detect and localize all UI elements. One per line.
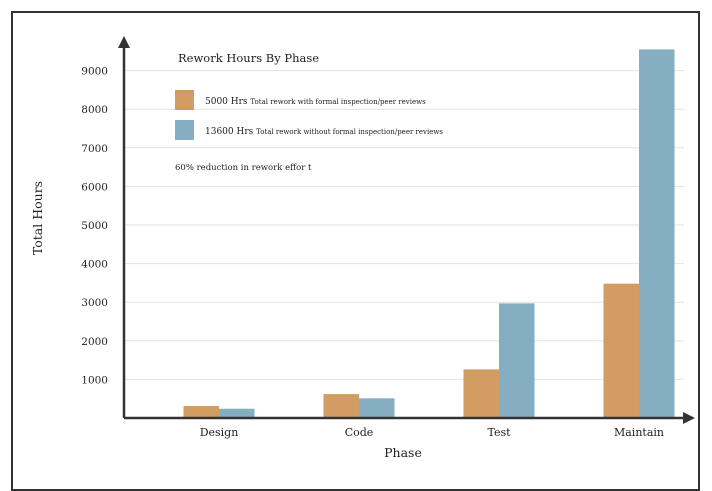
- legend-total-with-reviews: 5000 Hrs: [205, 97, 248, 107]
- grid-lines: [124, 70, 684, 380]
- y-tick-label: 9000: [81, 66, 108, 78]
- reduction-annotation: 60% reduction in rework effor t: [175, 163, 312, 173]
- bar-code-without-reviews: [359, 398, 395, 418]
- bar-test-without-reviews: [499, 303, 535, 418]
- x-tick-label: Maintain: [614, 426, 664, 439]
- x-tick-labels: Design Code Test Maintain: [200, 426, 664, 439]
- y-axis-label: Total Hours: [30, 181, 45, 255]
- x-tick-label: Code: [345, 426, 374, 439]
- y-tick-label: 6000: [81, 181, 108, 193]
- bar-maintain-with-reviews: [603, 283, 639, 418]
- bar-code-with-reviews: [323, 394, 359, 418]
- y-tick-label: 8000: [81, 104, 108, 116]
- legend-label-without-reviews: Total rework without formal inspection/p…: [256, 128, 443, 136]
- x-tick-label: Test: [487, 426, 511, 439]
- y-tick-label: 4000: [81, 259, 108, 271]
- bar-design-with-reviews: [183, 406, 219, 418]
- bar-maintain-without-reviews: [639, 49, 675, 419]
- legend-total-without-reviews: 13600 Hrs: [205, 127, 254, 137]
- y-axis-arrow: [118, 36, 130, 48]
- x-tick-label: Design: [200, 426, 239, 439]
- chart-title: Rework Hours By Phase: [178, 51, 319, 65]
- y-tick-labels: 1000 2000 3000 4000 5000 6000 7000 8000 9000: [81, 66, 108, 387]
- y-tick-label: 3000: [81, 297, 108, 309]
- bars: [183, 49, 675, 419]
- y-tick-label: 7000: [81, 143, 108, 155]
- y-tick-label: 2000: [81, 336, 108, 348]
- y-tick-label: 1000: [81, 374, 108, 386]
- x-axis-label: Phase: [384, 445, 422, 460]
- legend-swatch-with-reviews: [175, 90, 194, 110]
- bar-test-with-reviews: [463, 369, 499, 418]
- svg-text:13600 Hrs Total rework wit: 13600 Hrs Total rework without formal in…: [205, 127, 443, 137]
- bar-design-without-reviews: [219, 408, 255, 418]
- svg-text:5000 Hrs Total rework with: 5000 Hrs Total rework with formal inspec…: [205, 97, 426, 107]
- legend-swatch-without-reviews: [175, 120, 194, 140]
- x-axis-arrow: [683, 412, 695, 424]
- legend-label-with-reviews: Total rework with formal inspection/peer…: [250, 98, 426, 106]
- y-tick-label: 5000: [81, 220, 108, 232]
